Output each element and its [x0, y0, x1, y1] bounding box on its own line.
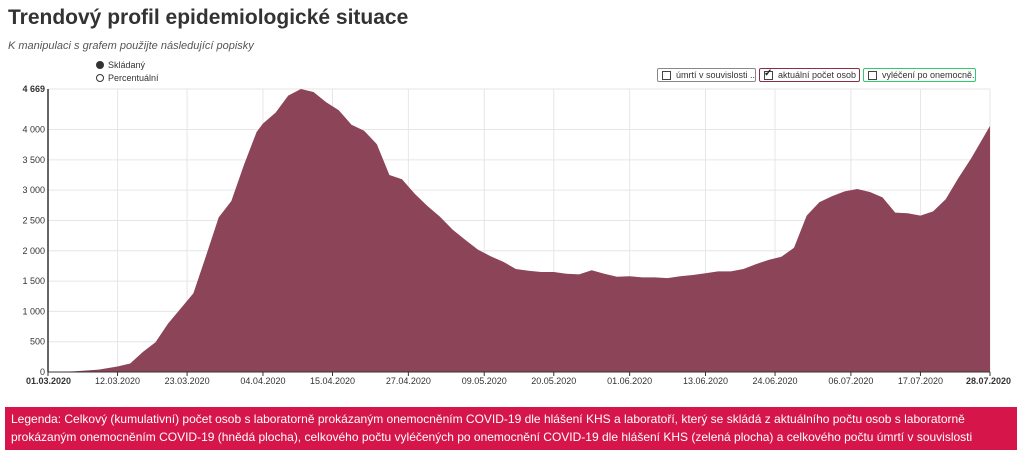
y-tick-label: 4 669	[22, 84, 45, 94]
x-tick-label: 12.03.2020	[95, 376, 140, 386]
option-stacked[interactable]: Skládaný	[96, 58, 159, 71]
chart-subtitle: K manipulaci s grafem použijte následují…	[8, 40, 254, 52]
y-tick-label: 3 500	[22, 155, 45, 165]
x-tick-label: 27.04.2020	[386, 376, 431, 386]
x-tick-label: 01.03.2020	[26, 376, 71, 386]
x-tick-label: 06.07.2020	[828, 376, 873, 386]
y-tick-label: 1 000	[22, 306, 45, 316]
legend-toggle-deaths[interactable]: úmrtí v souvislosti ...	[657, 68, 756, 82]
chart-axes: 0 500 1 000 1 500 2 000 2 500 3 000 3 500 4 000 4…	[22, 84, 1011, 386]
legend-description: Legenda: Celkový (kumulativní) počet oso…	[5, 407, 1017, 450]
chart-area: 0 500 1 000 1 500 2 000 2 500 3 000 3 500 4 000 4…	[22, 84, 1011, 386]
y-tick-label: 4 000	[22, 125, 45, 135]
checkbox-recovered-icon[interactable]	[868, 70, 877, 80]
x-tick-label: 17.07.2020	[898, 376, 943, 386]
y-tick-label: 2 000	[22, 246, 45, 256]
x-tick-label: 23.03.2020	[165, 376, 210, 386]
y-tick-label: 1 500	[22, 276, 45, 286]
x-tick-label: 13.06.2020	[683, 376, 728, 386]
x-tick-label: 09.05.2020	[462, 376, 507, 386]
chart-title: Trendový profil epidemiologické situace	[8, 6, 409, 29]
x-tick-label: 24.06.2020	[753, 376, 798, 386]
x-tick-label: 20.05.2020	[531, 376, 576, 386]
legend-deaths-label: úmrtí v souvislosti ...	[676, 70, 756, 80]
option-percentage-label: Percentuální	[108, 72, 159, 83]
view-mode-options: Skládaný Percentuální	[96, 58, 159, 84]
y-tick-label: 2 500	[22, 215, 45, 225]
y-tick-label: 500	[30, 337, 45, 347]
radio-stacked-icon[interactable]	[96, 60, 104, 69]
option-stacked-label: Skládaný	[108, 59, 146, 70]
legend-toggle-recovered[interactable]: vyléčení po onemocně...	[863, 68, 976, 82]
x-tick-label: 01.06.2020	[607, 376, 652, 386]
legend-active-label: aktuální počet osob ...	[778, 70, 860, 80]
area-series-active[interactable]	[48, 89, 990, 372]
y-tick-label: 0	[40, 367, 45, 377]
checkbox-active-icon[interactable]	[764, 69, 773, 80]
legend-recovered-label: vyléčení po onemocně...	[882, 70, 976, 80]
radio-percentage-icon[interactable]	[96, 73, 104, 82]
y-tick-label: 3 000	[22, 185, 45, 195]
x-tick-label: 28.07.2020	[966, 376, 1011, 386]
checkbox-deaths-icon[interactable]	[662, 70, 671, 80]
legend-toggle-active[interactable]: aktuální počet osob ...	[759, 68, 860, 82]
x-tick-label: 15.04.2020	[310, 376, 355, 386]
x-tick-label: 04.04.2020	[240, 376, 285, 386]
option-percentage[interactable]: Percentuální	[96, 71, 159, 84]
